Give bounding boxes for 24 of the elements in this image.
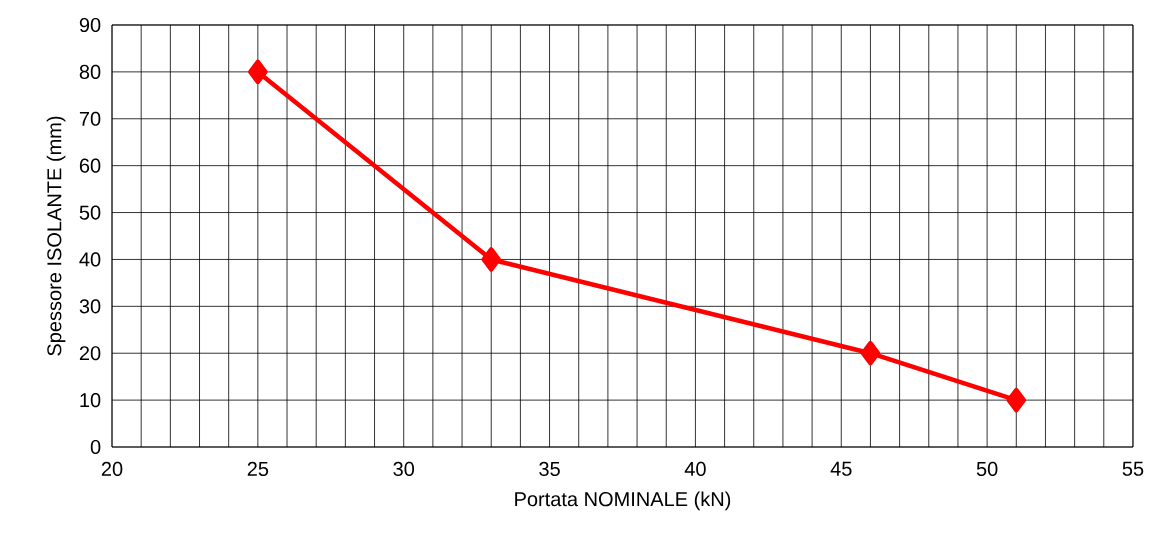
x-tick-label: 50 xyxy=(976,461,998,477)
y-axis-title: Spessore ISOLANTE (mm) xyxy=(46,116,66,356)
x-tick-label: 25 xyxy=(247,461,269,477)
x-tick-label: 55 xyxy=(1122,461,1144,476)
y-tick-label: 20 xyxy=(79,346,101,361)
point xyxy=(1006,387,1027,413)
y-tick-label: 10 xyxy=(80,393,101,408)
x-tick-label: 30 xyxy=(393,461,415,477)
x-axis-title: Portata NOMINALE (kN) xyxy=(515,491,731,511)
x-tick-label: 40 xyxy=(684,461,706,477)
point xyxy=(860,340,881,366)
x-tick-label: 35 xyxy=(539,461,560,477)
y-tick-label: 40 xyxy=(79,252,101,267)
x-tick-label: 20 xyxy=(101,461,123,477)
y-tick-label: 30 xyxy=(79,299,101,314)
y-tick-label: 60 xyxy=(79,158,101,173)
y-tick-label: 80 xyxy=(79,64,101,79)
point xyxy=(481,247,501,272)
x-tick-label: 45 xyxy=(830,461,852,476)
y-tick-label: 50 xyxy=(79,205,101,220)
y-tick-label: 70 xyxy=(79,111,101,126)
y-tick-label: 0 xyxy=(90,439,101,455)
y-tick-label: 90 xyxy=(79,17,101,33)
point xyxy=(248,59,268,85)
